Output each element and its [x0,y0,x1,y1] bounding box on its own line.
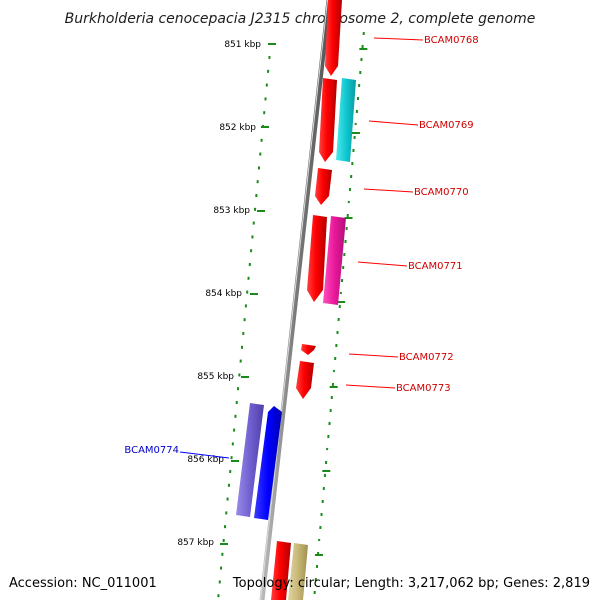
leader-bcam0771 [357,261,408,267]
map-title: Burkholderia cenocepacia J2315 chromosom… [65,11,536,27]
leader-bcam0769 [368,120,419,126]
cds-block-purple[interactable] [236,403,264,517]
cds-block-khaki[interactable] [288,543,308,600]
leader-bcam0770 [363,188,414,193]
gene-label-bcam0773[interactable]: BCAM0773 [396,383,451,394]
gene-arrow-bcam0769[interactable] [319,78,337,162]
gene-label-bcam0768[interactable]: BCAM0768 [424,35,479,46]
tick-label-852: 852 kbp [219,123,256,133]
inner-ruler [217,43,276,598]
cds-block-magenta[interactable] [323,216,346,305]
leader-bcam0772 [348,353,399,358]
gene-arrow-bcam0770[interactable] [315,168,332,205]
tick-labels: 851 kbp 852 kbp 853 kbp 854 kbp 855 kbp … [177,40,261,548]
gene-label-bcam0769[interactable]: BCAM0769 [419,120,474,131]
tick-label-857: 857 kbp [177,538,214,548]
leader-bcam0768 [373,37,424,41]
gene-labels: BCAM0768 BCAM0769 BCAM0770 BCAM0771 BCAM… [124,35,478,456]
leader-bcam0774 [179,451,230,459]
gene-arrow-bcam0768[interactable] [325,0,342,76]
outer-ruler [313,31,368,595]
accession-text: Accession: NC_011001 [9,576,157,591]
gene-label-bcam0774[interactable]: BCAM0774 [124,445,179,456]
cds-block-cyan[interactable] [336,78,356,162]
summary-text: Topology: circular; Length: 3,217,062 bp… [232,576,590,591]
genome-backbone-highlight [260,0,328,600]
gene-arrow-bcam0771[interactable] [307,215,327,302]
leader-bcam0773 [345,384,396,389]
gene-label-bcam0772[interactable]: BCAM0772 [399,352,454,363]
tick-label-856: 856 kbp [187,455,224,465]
label-leader-lines [179,37,424,459]
gene-label-bcam0771[interactable]: BCAM0771 [408,261,463,272]
gene-arrow-bcam0772[interactable] [301,344,316,355]
gene-arrow-bcam0773[interactable] [296,361,314,399]
genome-backbone [259,0,332,600]
tick-label-851: 851 kbp [224,40,261,50]
tick-label-853: 853 kbp [213,206,250,216]
tick-label-854: 854 kbp [205,289,242,299]
tick-label-855: 855 kbp [197,372,234,382]
gene-arrow-bcam0774[interactable] [254,406,282,520]
gene-arrow-bottom-red[interactable] [271,541,291,600]
gene-label-bcam0770[interactable]: BCAM0770 [414,187,469,198]
